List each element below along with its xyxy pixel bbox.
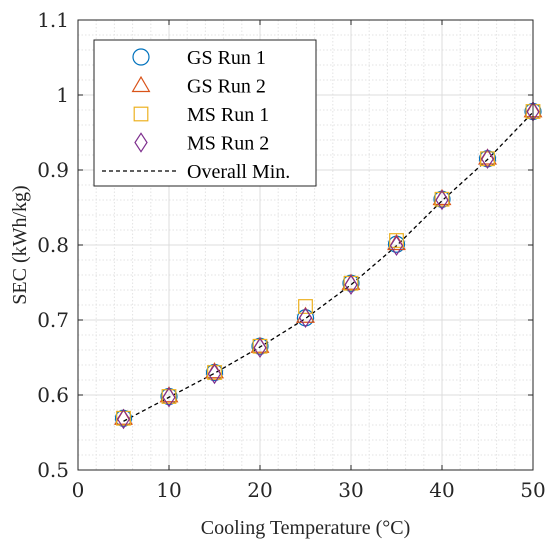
legend-ms-run-1-label: MS Run 1 — [187, 104, 269, 126]
point-ms-run-1 — [298, 299, 313, 314]
legend-gs-run-1-label: GS Run 1 — [187, 47, 266, 69]
point-ms-run-2 — [389, 235, 404, 257]
y-tick-label: 0.6 — [37, 383, 69, 407]
y-tick-label: 0.8 — [37, 233, 69, 257]
y-tick-label: 1.1 — [37, 8, 69, 32]
point-ms-run-2 — [298, 307, 313, 329]
point-ms-run-2 — [207, 363, 222, 385]
point-ms-run-1 — [434, 191, 450, 207]
point-ms-run-2 — [253, 337, 267, 359]
x-tick-label: 30 — [338, 478, 363, 502]
x-tick-label: 50 — [520, 478, 545, 502]
legend-ms-run-2-swatch — [134, 132, 148, 153]
data-series — [114, 101, 543, 430]
point-ms-run-2 — [435, 189, 449, 211]
legend: GS Run 1 GS Run 2 MS Run 1 MS Run 2 Overall … — [93, 39, 317, 187]
y-tick-label: 1 — [56, 83, 69, 107]
y-tick-label: 0.7 — [37, 308, 69, 332]
y-tick-label: 0.5 — [37, 458, 69, 482]
y-axis-label: SEC (kWh/kg) — [9, 185, 31, 304]
legend-ms-run-1-swatch — [133, 106, 149, 122]
point-ms-run-1 — [116, 410, 131, 426]
point-ms-run-1 — [480, 151, 495, 167]
tick-labels: 0 10 20 30 40 50 0.5 0.6 0.7 0.8 0.9 1 1.1 — [37, 8, 546, 502]
x-tick-label: 0 — [72, 478, 85, 502]
point-ms-run-1 — [389, 233, 404, 248]
legend-gs-run-1-swatch — [132, 48, 150, 66]
legend-ms-run-2-label: MS Run 2 — [187, 133, 269, 155]
point-gs-run-1 — [296, 309, 315, 327]
point-ms-run-2 — [116, 408, 131, 430]
x-tick-label: 20 — [247, 478, 272, 502]
legend-gs-run-2-swatch — [131, 75, 151, 93]
x-tick-label: 40 — [429, 478, 454, 502]
x-axis-label: Cooling Temperature (°C) — [201, 517, 411, 539]
point-ms-run-1 — [161, 389, 177, 404]
point-ms-run-2 — [480, 148, 495, 170]
point-ms-run-2 — [344, 274, 358, 296]
y-tick-label: 0.9 — [37, 158, 69, 182]
x-tick-label: 10 — [156, 478, 181, 502]
legend-gs-run-2-label: GS Run 2 — [187, 76, 266, 98]
axis-ticks — [77, 19, 534, 471]
series-line-overall-min — [123, 111, 534, 422]
point-ms-run-2 — [162, 386, 176, 408]
legend-overall-min-label: Overall Min. — [187, 161, 290, 183]
legend-box — [93, 39, 317, 187]
